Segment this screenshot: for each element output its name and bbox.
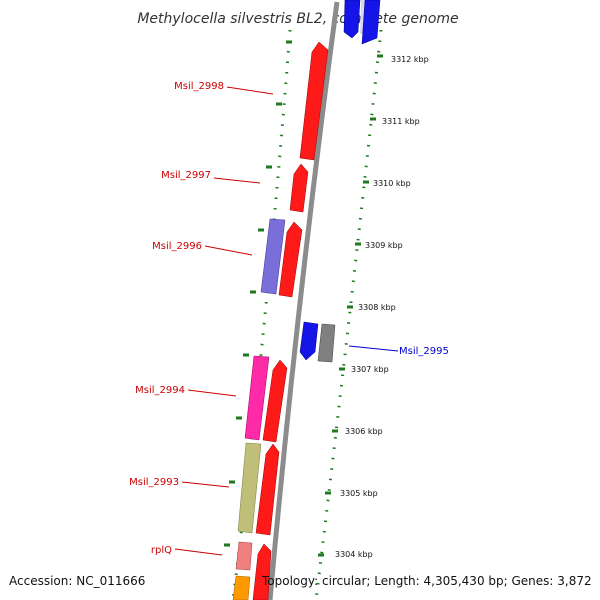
gene-label: Msil_2995 xyxy=(399,346,449,357)
kbp-tick-label: 3304 kbp xyxy=(335,550,373,559)
topology-text: Topology: circular; Length: 4,305,430 bp… xyxy=(262,574,592,588)
gene-block-red xyxy=(289,163,309,213)
gene-block-red xyxy=(299,41,329,161)
gene-label: Msil_2993 xyxy=(129,477,179,488)
gene-block-red xyxy=(252,543,272,600)
gene-block-pink xyxy=(244,355,270,441)
gene-label: rplQ xyxy=(151,545,172,556)
gene-block-red xyxy=(262,359,288,443)
genome-backbone xyxy=(267,1,340,600)
gene-label: Msil_2998 xyxy=(174,81,224,92)
gene-block-blue xyxy=(343,0,361,39)
label-connectors xyxy=(174,86,399,556)
gene-block-blue xyxy=(299,321,319,361)
kbp-tick-label: 3307 kbp xyxy=(351,365,389,374)
gene-block-olive xyxy=(237,442,262,534)
gene-block-salmon xyxy=(235,541,253,571)
kbp-tick-label: 3308 kbp xyxy=(358,303,396,312)
kbp-tick-label: 3306 kbp xyxy=(345,427,383,436)
gene-block-red xyxy=(255,443,280,536)
gene-label: Msil_2994 xyxy=(135,385,185,396)
kbp-tick-label: 3305 kbp xyxy=(340,489,378,498)
outer-tick-ring xyxy=(314,29,383,600)
gene-label: Msil_2996 xyxy=(152,241,202,252)
gene-block-blue xyxy=(361,0,381,45)
gene-block-orange xyxy=(232,575,251,600)
gene-block-red xyxy=(278,221,303,298)
major-ticks xyxy=(224,40,383,557)
kbp-tick-label: 3309 kbp xyxy=(365,241,403,250)
kbp-tick-label: 3312 kbp xyxy=(391,55,429,64)
gene-block-purple xyxy=(260,218,286,295)
kbp-tick-label: 3310 kbp xyxy=(373,179,411,188)
gene-block-gray xyxy=(317,323,336,363)
kbp-tick-label: 3311 kbp xyxy=(382,117,420,126)
accession-text: Accession: NC_011666 xyxy=(9,574,146,588)
genome-title: Methylocella silvestris BL2, complete ge… xyxy=(137,11,458,27)
gene-label: Msil_2997 xyxy=(161,170,211,181)
